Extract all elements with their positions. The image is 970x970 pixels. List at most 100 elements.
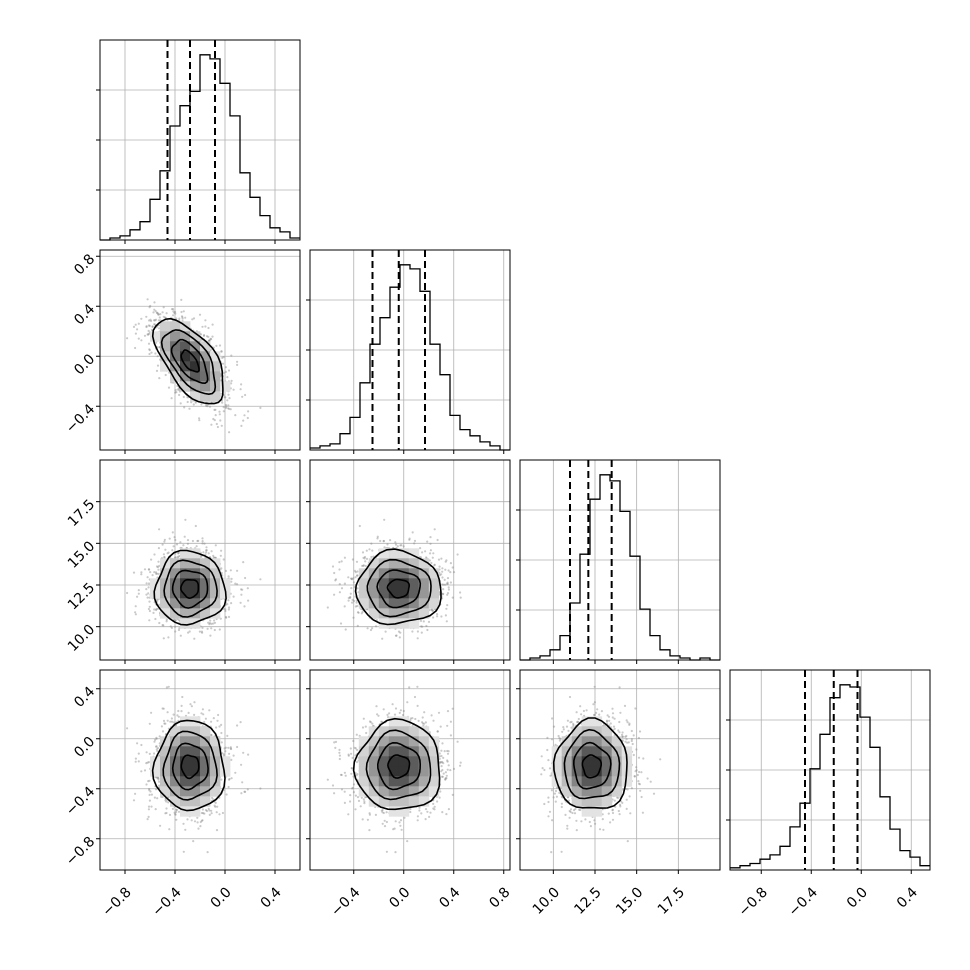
data-point: [441, 567, 444, 570]
data-point: [433, 563, 436, 566]
data-point: [136, 328, 139, 331]
data-point: [173, 556, 176, 559]
data-point: [229, 408, 232, 411]
density-cell: [200, 608, 211, 619]
data-point: [213, 628, 216, 632]
data-point: [186, 396, 189, 399]
data-point: [395, 634, 398, 637]
data-point: [170, 397, 173, 400]
density-cell: [200, 568, 211, 579]
data-point: [148, 568, 151, 571]
data-point: [230, 580, 233, 583]
data-point: [210, 338, 213, 341]
data-point: [442, 592, 445, 595]
data-point: [148, 605, 151, 608]
density-cell: [210, 371, 221, 382]
density-cell: [200, 598, 211, 609]
data-point: [153, 319, 156, 322]
data-point: [156, 607, 159, 610]
data-point: [227, 599, 230, 602]
data-point: [438, 565, 441, 568]
data-point: [436, 615, 439, 618]
data-point: [186, 539, 190, 542]
data-point: [208, 339, 211, 342]
data-point: [425, 556, 428, 559]
data-point: [188, 630, 191, 633]
data-point: [451, 566, 454, 569]
data-point: [212, 556, 215, 559]
density-cell: [170, 321, 181, 332]
data-point: [338, 591, 341, 594]
data-point: [227, 615, 231, 619]
data-point: [167, 636, 170, 639]
data-point: [174, 630, 177, 633]
data-point: [344, 628, 347, 631]
data-point: [226, 399, 229, 402]
data-point: [426, 540, 429, 543]
data-point: [230, 382, 233, 385]
data-point: [145, 315, 148, 318]
data-point: [174, 391, 177, 394]
density-cell: [170, 351, 181, 362]
density-cell: [170, 568, 181, 579]
data-point: [148, 324, 151, 327]
data-point: [362, 564, 365, 567]
data-point: [221, 401, 224, 404]
data-point: [148, 348, 151, 351]
density-cell: [150, 588, 161, 599]
data-point: [444, 583, 447, 586]
data-point: [355, 601, 358, 604]
data-point: [224, 406, 228, 409]
data-point: [157, 313, 160, 316]
data-point: [232, 595, 235, 598]
data-point: [446, 581, 449, 584]
contour-level-2: [160, 329, 217, 396]
density-cell: [170, 608, 181, 619]
density-cell: [190, 598, 201, 609]
data-point: [157, 572, 160, 576]
data-point: [201, 631, 204, 634]
data-point: [196, 539, 199, 543]
data-point: [159, 313, 162, 316]
data-point: [172, 545, 175, 548]
data-point: [162, 306, 165, 309]
hist-panel-3: [726, 669, 931, 871]
data-point: [441, 593, 444, 596]
data-point: [149, 571, 152, 574]
data-point: [143, 334, 147, 337]
data-point: [215, 344, 218, 347]
data-point: [364, 560, 367, 563]
data-point: [361, 564, 364, 568]
panel-frame: [99, 459, 301, 661]
data-point: [326, 606, 329, 609]
hist-panel-2: [516, 459, 721, 661]
density-cell: [210, 391, 221, 402]
data-point: [444, 614, 447, 617]
data-point: [445, 559, 448, 562]
data-point: [164, 316, 167, 319]
data-point: [172, 310, 175, 313]
density-cell: [160, 341, 171, 352]
data-point: [178, 388, 181, 392]
data-point: [167, 386, 171, 389]
data-point: [209, 337, 212, 340]
data-point: [149, 304, 152, 308]
data-point: [419, 619, 423, 623]
data-point: [218, 413, 221, 416]
data-point: [347, 596, 350, 600]
data-point: [174, 556, 177, 559]
data-point: [174, 389, 177, 392]
data-point: [220, 350, 223, 353]
data-point: [364, 564, 367, 568]
data-point: [165, 618, 168, 621]
data-point: [155, 608, 158, 611]
data-point: [153, 323, 156, 326]
density-cell: [190, 548, 201, 559]
data-point: [210, 550, 213, 553]
data-point: [338, 561, 341, 564]
data-point: [137, 337, 140, 340]
data-point: [213, 619, 216, 622]
data-point: [134, 611, 137, 614]
data-point: [194, 524, 197, 528]
data-point: [155, 608, 158, 612]
